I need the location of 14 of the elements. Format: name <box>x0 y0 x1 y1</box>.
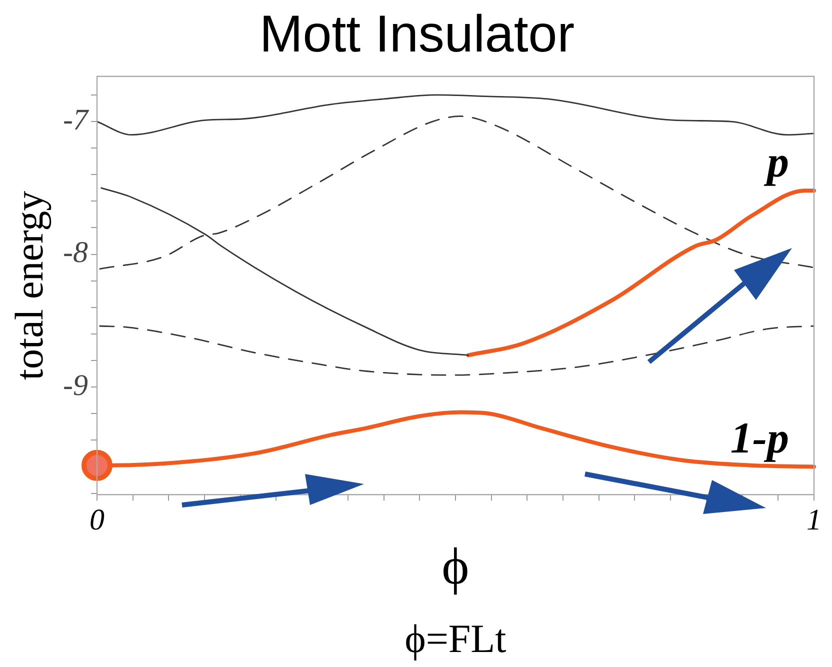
series-label: p <box>763 138 789 187</box>
line-series <box>96 94 815 136</box>
line-series <box>99 325 815 376</box>
line-series <box>466 188 816 358</box>
x-axis-title: ϕ <box>442 538 470 596</box>
y-tick-label: -7 <box>62 103 90 136</box>
y-tick-label: -9 <box>62 368 88 402</box>
series-label: 1-p <box>730 414 789 463</box>
y-axis-title: total energy <box>6 190 52 380</box>
text: ϕ=FLt <box>404 616 506 661</box>
x-tick-label: 1 <box>806 503 822 536</box>
x-tick-label: 0 <box>89 503 104 536</box>
chart-title: Mott Insulator <box>259 6 575 64</box>
y-tick-label: -8 <box>62 236 88 270</box>
